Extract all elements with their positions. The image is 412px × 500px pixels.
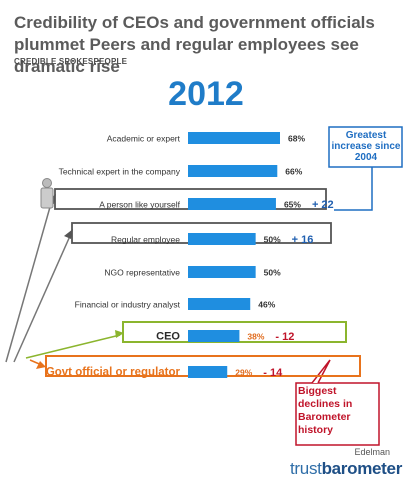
arrow-regular-employee bbox=[64, 229, 73, 239]
trend-line-person-like-yourself bbox=[5, 199, 53, 363]
category-label: Financial or industry analyst bbox=[75, 300, 181, 310]
bar bbox=[188, 330, 240, 342]
greatest-increase-callout-text: Greatest increase since 2004 bbox=[331, 130, 401, 163]
trend-line-ceo bbox=[25, 334, 121, 359]
chart-title: Credibility of CEOs and government offic… bbox=[14, 13, 375, 76]
decline-callout-pointer bbox=[311, 359, 331, 384]
increase-callout-box bbox=[328, 126, 403, 168]
increase-callout-pointer bbox=[334, 167, 373, 211]
change-label: - 14 bbox=[263, 367, 283, 379]
category-label: A person like yourself bbox=[99, 200, 180, 210]
value-label: 29% bbox=[235, 368, 252, 378]
value-label: 68% bbox=[288, 134, 305, 144]
category-label: Govt official or regulator bbox=[46, 367, 181, 379]
value-label: 65% bbox=[284, 200, 301, 210]
value-label: 50% bbox=[264, 235, 281, 245]
category-label: NGO representative bbox=[104, 268, 180, 278]
logo-brand: Edelman bbox=[354, 447, 390, 457]
bar bbox=[188, 233, 256, 245]
value-label: 46% bbox=[258, 300, 275, 310]
change-label: - 12 bbox=[275, 331, 294, 343]
biggest-declines-callout-text: Biggest declines in Barometer history bbox=[298, 385, 353, 436]
bar bbox=[188, 198, 276, 210]
person-icon-body bbox=[40, 187, 54, 209]
category-label: Technical expert in the company bbox=[59, 167, 181, 177]
value-label: 50% bbox=[264, 268, 281, 278]
person-icon-head bbox=[42, 178, 52, 188]
arrow-ceo bbox=[115, 330, 124, 338]
bar bbox=[188, 165, 278, 177]
trend-line-regular-employee bbox=[13, 235, 71, 363]
value-label: 66% bbox=[285, 167, 302, 177]
bar bbox=[188, 132, 280, 144]
decline-callout-box bbox=[295, 382, 380, 446]
year-heading: 2012 bbox=[168, 75, 244, 113]
logo-product: trustbarometer bbox=[290, 459, 403, 478]
trust-barometer-logo: Edelman trustbarometer bbox=[290, 447, 408, 495]
bar bbox=[188, 266, 256, 278]
bar bbox=[188, 366, 228, 378]
change-label: + 16 bbox=[292, 234, 314, 246]
value-label: 38% bbox=[247, 332, 264, 342]
arrow-govt-official bbox=[36, 361, 46, 369]
chart-subtitle: CREDIBLE SPOKESPEOPLE bbox=[14, 57, 128, 66]
category-label: CEO bbox=[156, 331, 180, 343]
change-label: + 22 bbox=[312, 199, 334, 211]
bar bbox=[188, 298, 251, 310]
category-label: Regular employee bbox=[111, 235, 180, 245]
category-label: Academic or expert bbox=[107, 134, 181, 144]
